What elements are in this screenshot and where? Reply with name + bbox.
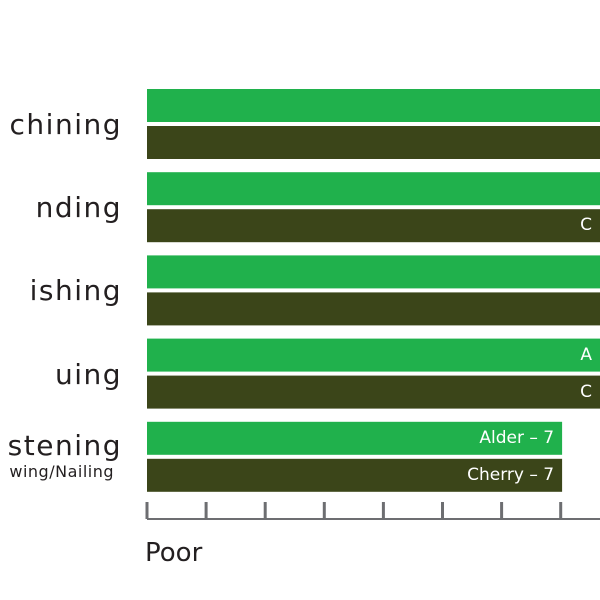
bar-gluing-series-1 [147,338,600,372]
category-label: nding [35,191,122,225]
bar-value-label: C [580,215,592,236]
bar-value-label: Alder – 7 [479,427,555,448]
axis-min-label: Poor [145,538,203,568]
bar-gluing-series-2 [147,375,600,409]
bar-sanding-series-1 [147,172,600,206]
bar-fastening-series-1 [147,421,563,455]
category-label: ishing [29,274,122,308]
bar-fastening-series-2 [147,458,563,492]
bar-polishing-series-1 [147,255,600,289]
category-label: stening [7,428,122,462]
bar-machining-series-2 [147,126,600,159]
category-label: uing [54,357,122,391]
bar-polishing-series-2 [147,292,600,326]
category-sublabel: wing/Nailing [9,461,114,481]
bar-machining-series-1 [147,89,600,122]
category-label: chining [9,108,122,141]
bar-value-label: Cherry – 7 [467,464,555,485]
bar-value-label: C [580,381,592,402]
bar-value-label: A [580,344,592,365]
bar-sanding-series-2 [147,209,600,243]
